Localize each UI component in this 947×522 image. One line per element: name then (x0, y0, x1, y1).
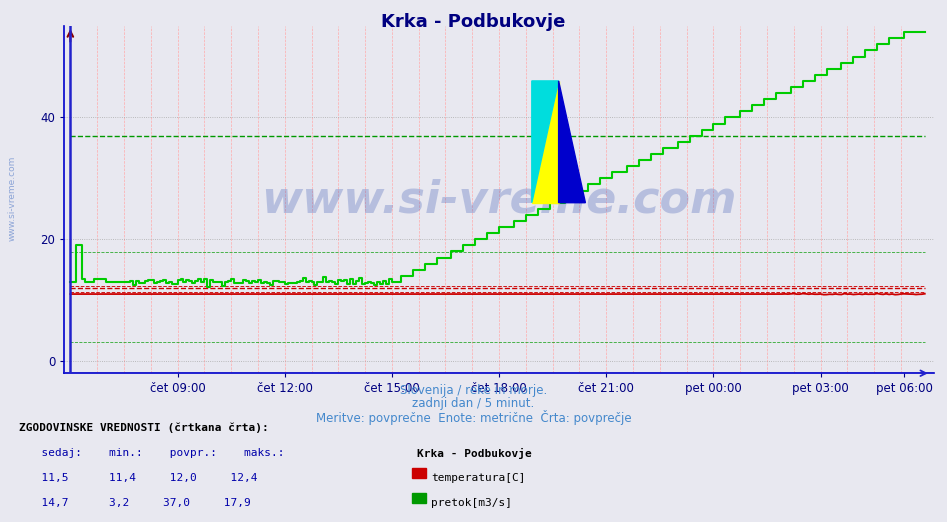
Text: ZGODOVINSKE VREDNOSTI (črtkana črta):: ZGODOVINSKE VREDNOSTI (črtkana črta): (19, 423, 269, 433)
Text: zadnji dan / 5 minut.: zadnji dan / 5 minut. (412, 397, 535, 410)
Text: Slovenija / reke in morje.: Slovenija / reke in morje. (400, 384, 547, 397)
Text: 11,5      11,4     12,0     12,4: 11,5 11,4 12,0 12,4 (28, 473, 258, 483)
Text: Meritve: povprečne  Enote: metrične  Črta: povprečje: Meritve: povprečne Enote: metrične Črta:… (315, 410, 632, 425)
Text: temperatura[C]: temperatura[C] (431, 473, 526, 483)
Polygon shape (532, 81, 559, 203)
Text: www.si-vreme.com: www.si-vreme.com (8, 156, 17, 241)
Text: www.si-vreme.com: www.si-vreme.com (261, 178, 737, 221)
Text: 14,7      3,2     37,0     17,9: 14,7 3,2 37,0 17,9 (28, 498, 251, 508)
Polygon shape (559, 81, 585, 203)
Polygon shape (532, 81, 559, 203)
Text: Krka - Podbukovje: Krka - Podbukovje (382, 13, 565, 31)
Text: Krka - Podbukovje: Krka - Podbukovje (417, 448, 531, 459)
Text: pretok[m3/s]: pretok[m3/s] (431, 498, 512, 508)
Text: sedaj:    min.:    povpr.:    maks.:: sedaj: min.: povpr.: maks.: (28, 448, 285, 458)
